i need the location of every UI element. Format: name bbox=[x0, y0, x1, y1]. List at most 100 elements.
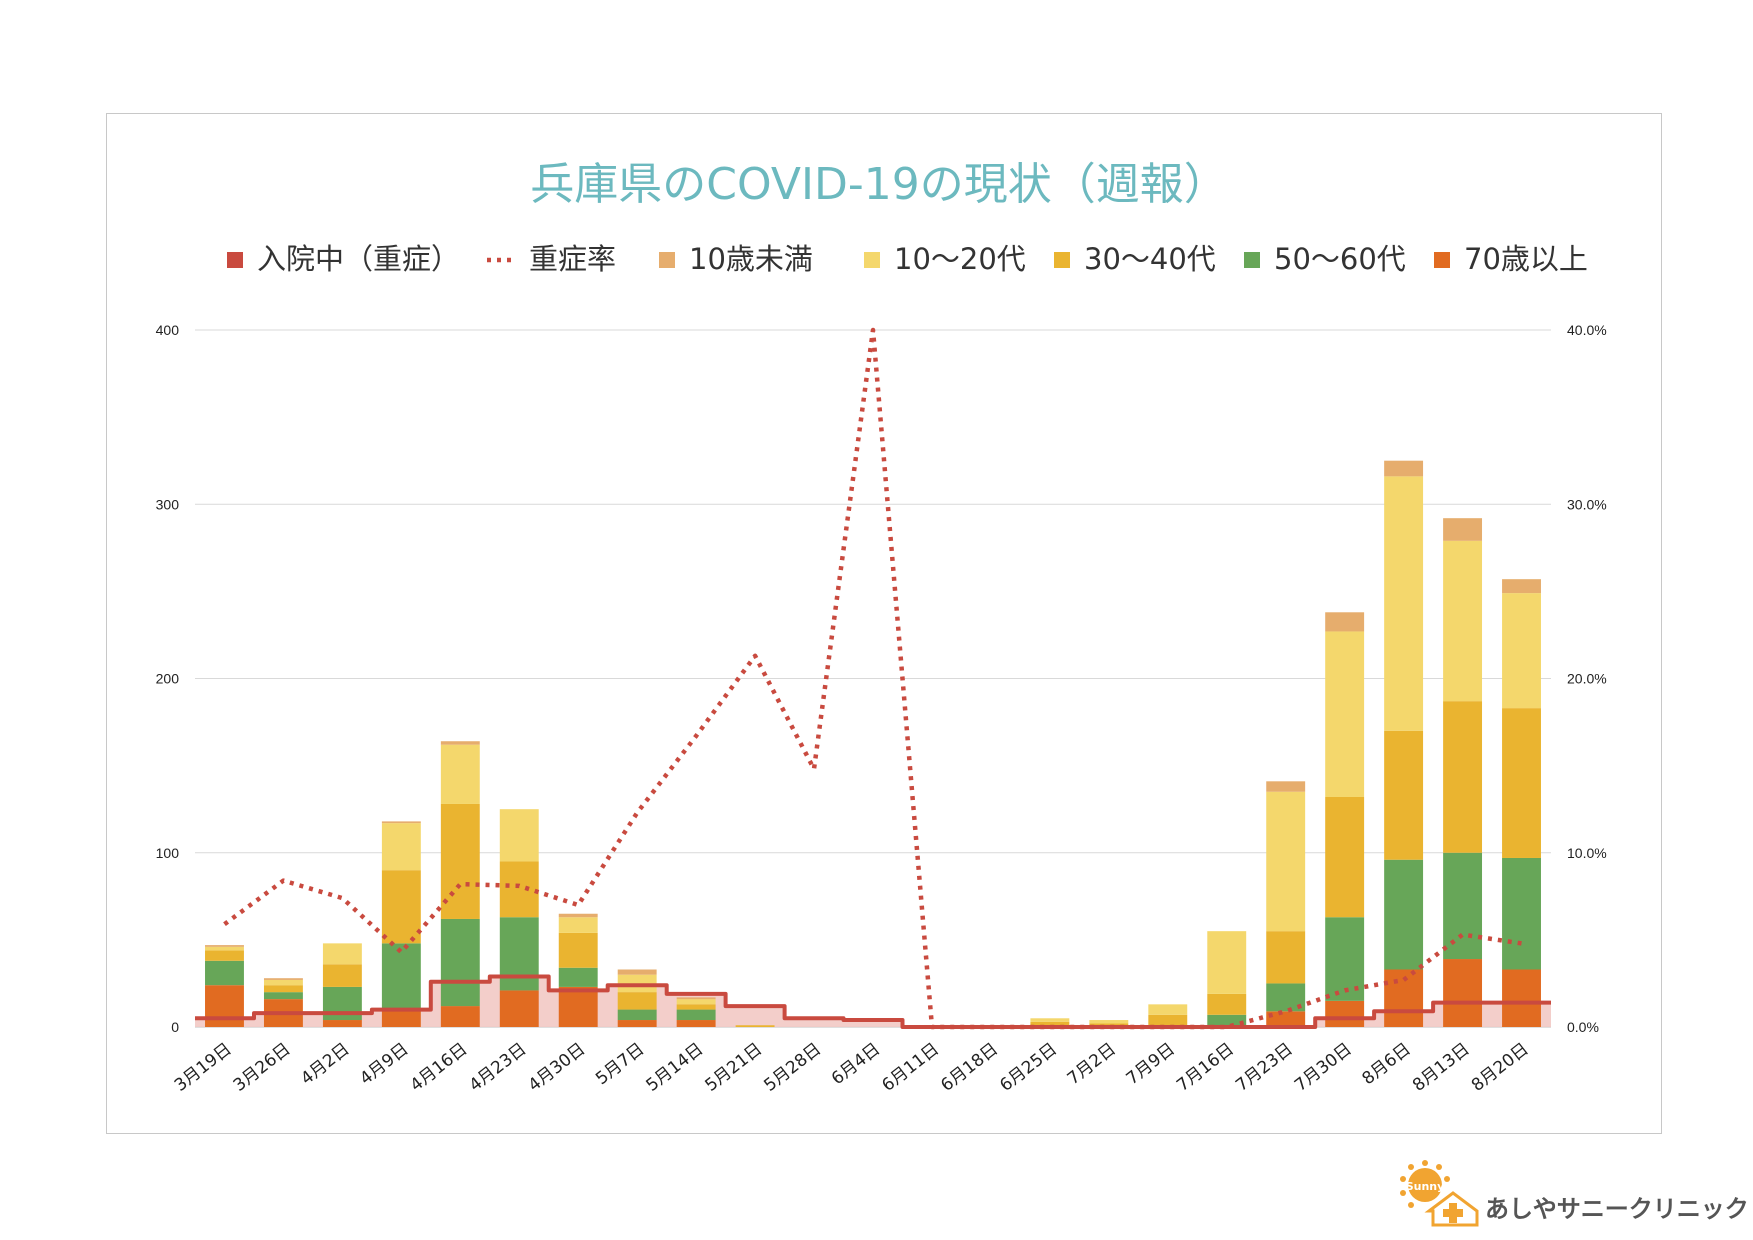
bars bbox=[205, 460, 1541, 1027]
bar-segment bbox=[322, 964, 362, 987]
y2-tick-label: 0.0% bbox=[1567, 1019, 1599, 1035]
x-tick-label: 8月13日 bbox=[1409, 1039, 1474, 1096]
bar-segment bbox=[1266, 781, 1306, 792]
bar-segment bbox=[1443, 959, 1483, 1027]
y-tick-label: 300 bbox=[156, 496, 180, 512]
bar-segment bbox=[1384, 859, 1424, 970]
bar-segment bbox=[1502, 579, 1541, 594]
x-tick-label: 6月25日 bbox=[996, 1039, 1061, 1096]
x-tick-label: 3月19日 bbox=[171, 1039, 236, 1096]
clinic-name: あしやサニークリニック bbox=[1485, 1195, 1749, 1223]
bar-segment bbox=[205, 946, 244, 951]
bar-segment bbox=[558, 986, 598, 1027]
bar-segment bbox=[1384, 476, 1424, 731]
bar-segment bbox=[1030, 1021, 1070, 1026]
bar-segment bbox=[322, 1020, 362, 1027]
legend-swatch bbox=[864, 252, 880, 268]
legend-label: 50〜60代 bbox=[1274, 242, 1406, 276]
lines bbox=[195, 327, 1551, 1030]
bar-segment bbox=[1148, 1004, 1188, 1015]
legend-swatch bbox=[227, 252, 243, 268]
bar-segment bbox=[617, 1020, 657, 1027]
legend-label: 30〜40代 bbox=[1084, 242, 1216, 276]
bar-segment bbox=[1325, 796, 1365, 918]
y2-tick-label: 30.0% bbox=[1567, 496, 1607, 512]
bar-segment bbox=[617, 992, 657, 1010]
severity-rate-line bbox=[223, 327, 1522, 1030]
bar-segment bbox=[205, 950, 244, 961]
bar-segment bbox=[1384, 730, 1424, 860]
bar-segment bbox=[1502, 708, 1541, 858]
x-tick-label: 7月2日 bbox=[1064, 1039, 1120, 1089]
y2-tick-label: 20.0% bbox=[1567, 671, 1607, 687]
x-tick-label: 5月7日 bbox=[592, 1039, 648, 1089]
y2-tick-label: 40.0% bbox=[1567, 322, 1607, 338]
bar-segment bbox=[263, 985, 303, 993]
legend-label: 重症率 bbox=[529, 242, 616, 276]
bar-segment bbox=[1443, 701, 1483, 853]
y2-tick-label: 10.0% bbox=[1567, 845, 1607, 861]
bar-segment bbox=[1266, 931, 1306, 984]
bar-segment bbox=[1502, 857, 1541, 970]
y-tick-label: 100 bbox=[156, 845, 180, 861]
bar-segment bbox=[676, 1020, 716, 1027]
x-tick-label: 7月23日 bbox=[1232, 1039, 1297, 1096]
bar-segment bbox=[1443, 852, 1483, 960]
legend-swatch bbox=[1434, 252, 1450, 268]
y-tick-label: 200 bbox=[156, 671, 180, 687]
legend-label: 10〜20代 bbox=[894, 242, 1026, 276]
x-tick-label: 3月26日 bbox=[230, 1039, 295, 1096]
bar-segment bbox=[263, 992, 303, 1000]
bar-segment bbox=[440, 918, 480, 1007]
bar-segment bbox=[1325, 1000, 1365, 1027]
chart-svg: 兵庫県のCOVID-19の現状（週報） 入院中（重症） 重症率 10歳未満 10〜20… bbox=[156, 159, 1607, 1096]
bar-segment bbox=[263, 979, 303, 986]
bar-segment bbox=[499, 809, 539, 862]
bar-segment bbox=[1266, 1011, 1306, 1027]
bar-segment bbox=[1443, 518, 1483, 541]
x-tick-label: 7月9日 bbox=[1123, 1039, 1179, 1089]
bar-segment bbox=[558, 932, 598, 968]
bar-segment bbox=[558, 967, 598, 987]
x-tick-label: 4月9日 bbox=[356, 1039, 412, 1089]
bar-segment bbox=[676, 1009, 716, 1021]
x-tick-label: 6月4日 bbox=[828, 1039, 884, 1089]
bar-segment bbox=[381, 821, 421, 824]
bar-segment bbox=[322, 943, 362, 965]
x-tick-label: 6月18日 bbox=[937, 1039, 1002, 1096]
x-tick-label: 8月6日 bbox=[1359, 1039, 1415, 1089]
bar-segment bbox=[676, 1004, 716, 1010]
hospitalized-step-line bbox=[195, 974, 1551, 1029]
bar-segment bbox=[1030, 1018, 1070, 1022]
bar-segment bbox=[1502, 969, 1541, 1027]
legend-swatch bbox=[659, 252, 675, 268]
bar-segment bbox=[1325, 612, 1365, 632]
bar-segment bbox=[617, 1009, 657, 1021]
bar-segment bbox=[499, 990, 539, 1027]
x-tick-label: 5月21日 bbox=[701, 1039, 766, 1096]
bar-segment bbox=[440, 741, 480, 745]
bar-segment bbox=[381, 1009, 421, 1027]
bar-segment bbox=[1443, 540, 1483, 702]
bar-segment bbox=[499, 917, 539, 991]
bar-segment bbox=[1207, 931, 1247, 994]
bar-segment bbox=[499, 861, 539, 918]
bar-segment bbox=[558, 913, 598, 918]
bar-segment bbox=[205, 985, 244, 1027]
bar-segment bbox=[1207, 1014, 1247, 1027]
bar-segment bbox=[440, 1006, 480, 1027]
bar-segment bbox=[263, 978, 303, 980]
legend-label: 入院中（重症） bbox=[257, 242, 460, 276]
bar-segment bbox=[676, 999, 716, 1005]
bar-segment bbox=[1089, 1020, 1129, 1024]
logo-badge-text: Sunny bbox=[1406, 1180, 1445, 1193]
x-tick-label: 4月16日 bbox=[407, 1039, 472, 1096]
bar-segment bbox=[1502, 593, 1541, 709]
bar-segment bbox=[735, 1025, 775, 1027]
bar-segment bbox=[1266, 791, 1306, 932]
chart-title: 兵庫県のCOVID-19の現状（週報） bbox=[530, 159, 1227, 210]
y-tick-label: 400 bbox=[156, 322, 180, 338]
y-tick-label: 0 bbox=[171, 1019, 179, 1035]
bar-segment bbox=[676, 997, 716, 1000]
x-tick-label: 4月2日 bbox=[297, 1039, 353, 1089]
